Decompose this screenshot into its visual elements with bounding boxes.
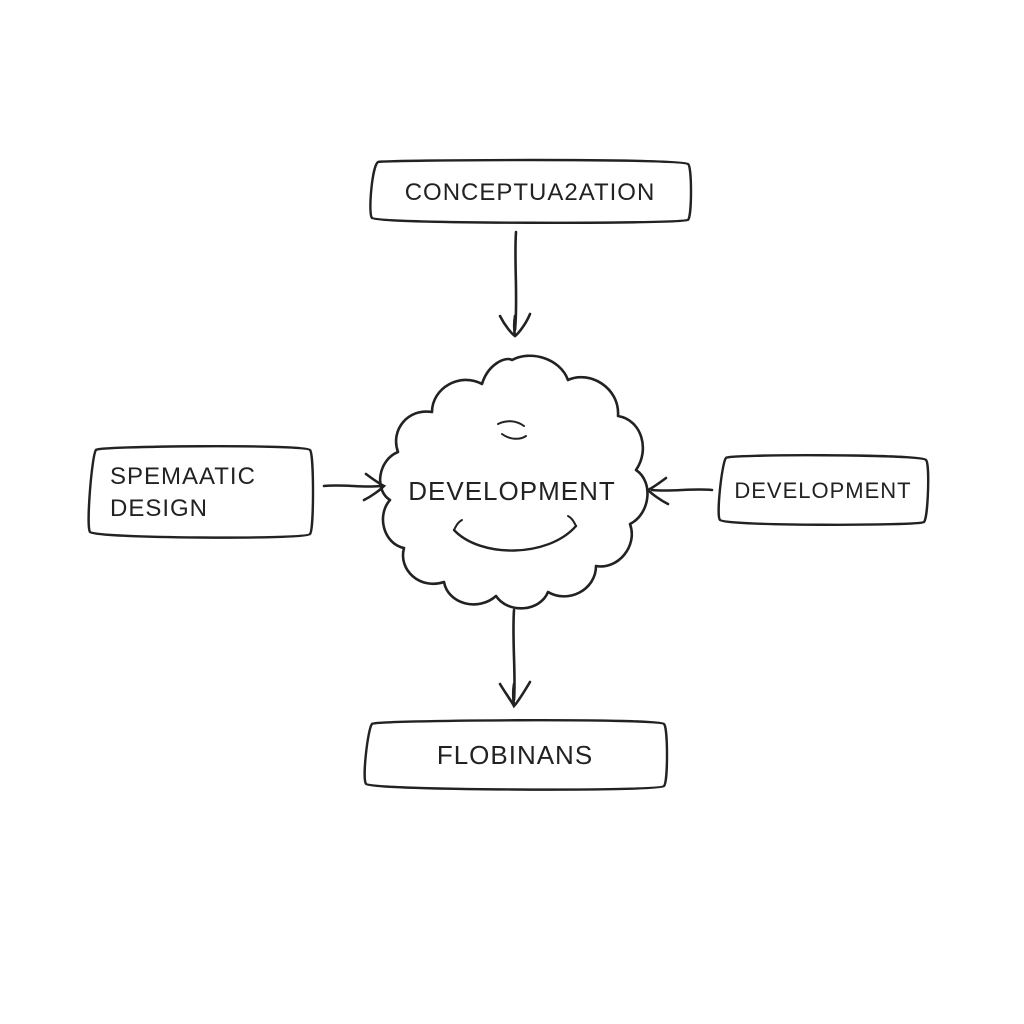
edge-center-bottom (500, 610, 530, 706)
node-bottom: FLOBINANS (365, 720, 667, 789)
node-top: CONCEPTUA2ATION (370, 160, 691, 223)
edge-left-center (324, 474, 384, 500)
node-left-label-2: DESIGN (110, 495, 208, 522)
cloud-smile-tick-r (568, 516, 576, 526)
node-center-label: DEVELOPMENT (408, 476, 616, 506)
cloud-smile-tick-l (454, 520, 462, 530)
node-bottom-label: FLOBINANS (437, 740, 593, 770)
flowchart-diagram: CONCEPTUA2ATION SPEMAATIC DESIGN DEVELOP… (0, 0, 1024, 1024)
cloud-inner-mark-1 (498, 421, 524, 426)
node-left: SPEMAATIC DESIGN (89, 446, 313, 537)
node-left-label-1: SPEMAATIC (110, 463, 256, 490)
node-top-label: CONCEPTUA2ATION (405, 179, 656, 206)
cloud-smile (454, 526, 576, 551)
edge-top-center (500, 232, 530, 336)
cloud-inner-mark-2 (502, 434, 526, 439)
node-right-label: DEVELOPMENT (734, 478, 911, 503)
node-left-border (89, 446, 313, 537)
node-center: DEVELOPMENT (380, 356, 647, 609)
edge-right-center (648, 478, 712, 504)
node-right: DEVELOPMENT (719, 455, 928, 525)
